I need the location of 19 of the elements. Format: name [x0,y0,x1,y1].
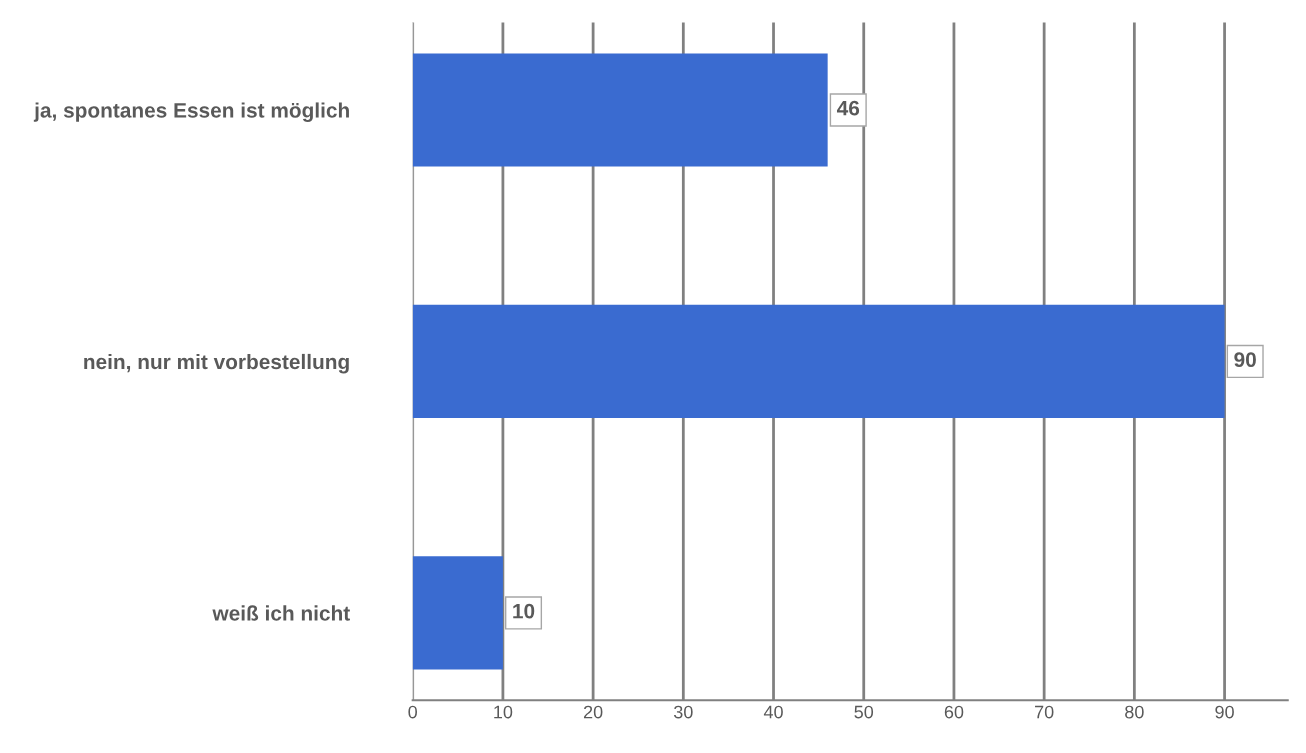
x-tick-label: 80 [1125,705,1144,719]
x-tick-label: 70 [1035,705,1054,719]
x-tick-label: 20 [583,705,603,719]
bar [412,304,1225,419]
x-tick-label: 90 [1215,705,1234,719]
y-tick-label: weiß ich nicht [212,605,350,621]
y-tick-label: ja, spontanes Essen ist möglich [33,102,349,122]
x-tick-label: 30 [673,705,693,719]
data-label: 46 [836,100,860,116]
bar [412,556,503,670]
bar [412,53,828,167]
x-tick-label: 50 [854,705,874,719]
y-tick-label: nein, nur mit vorbestellung [84,353,349,374]
x-tick-label: 60 [944,705,964,719]
data-label: 90 [1234,352,1256,368]
x-tick-label: 40 [763,705,783,719]
x-tick-label: 10 [494,705,513,719]
data-label: 10 [513,603,535,619]
x-tick-label: 0 [408,705,418,719]
